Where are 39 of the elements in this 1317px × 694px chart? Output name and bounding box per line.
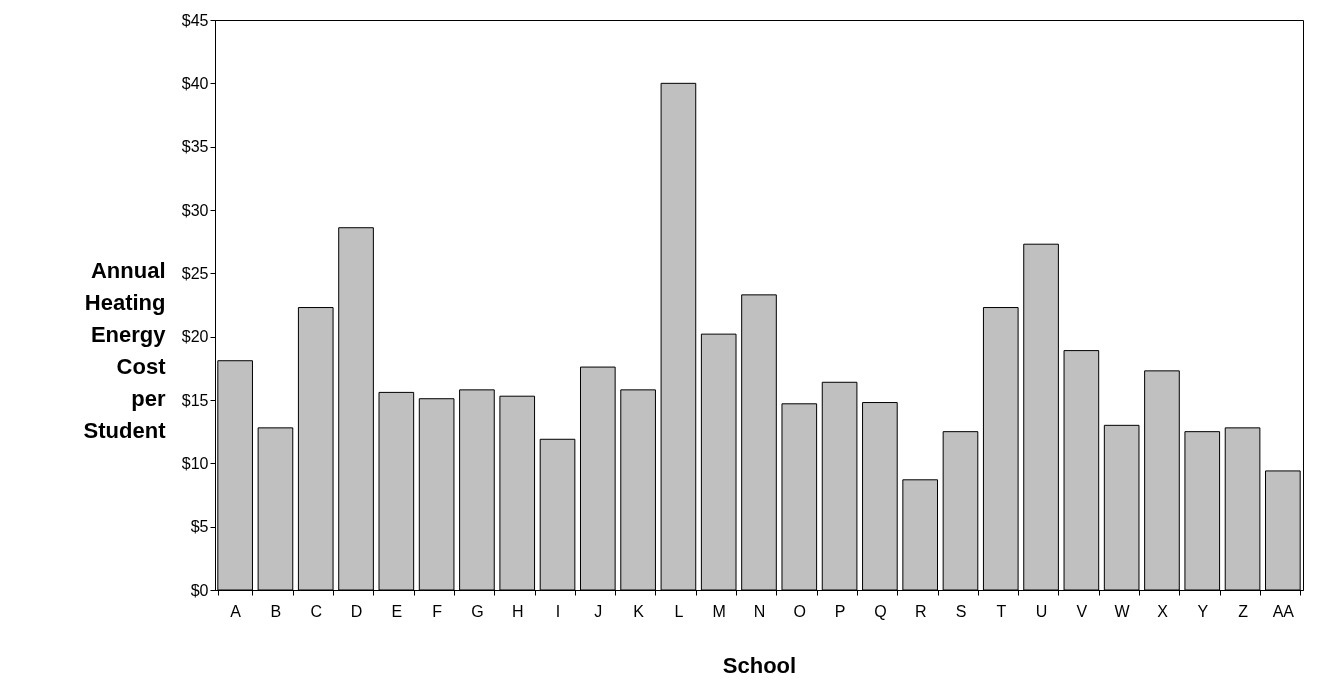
y-tick-label: $40 — [181, 74, 209, 92]
x-tick-label: E — [391, 602, 403, 620]
y-tick-label: $15 — [181, 391, 209, 409]
x-tick-label: D — [350, 602, 363, 620]
y-tick-label: $25 — [181, 264, 209, 282]
x-tick-label: P — [834, 602, 846, 620]
y-tick-label: $20 — [181, 328, 209, 346]
y-tick-label: $35 — [181, 138, 209, 156]
x-tick-label: F — [432, 602, 443, 620]
x-tick-label: AA — [1272, 602, 1295, 620]
x-tick-label: S — [955, 602, 967, 620]
x-tick-label: O — [793, 602, 807, 620]
x-tick-label: I — [555, 602, 561, 620]
y-tick-label: $30 — [181, 201, 209, 219]
x-tick-label: U — [1035, 602, 1048, 620]
x-tick-label: J — [594, 602, 603, 620]
y-tick-label: $0 — [190, 581, 209, 599]
x-tick-label: M — [712, 602, 726, 620]
x-tick-label: W — [1114, 602, 1131, 620]
x-tick-label: L — [674, 602, 684, 620]
x-tick-label: V — [1076, 602, 1088, 620]
x-tick-label: Y — [1197, 602, 1209, 620]
y-tick-label: $5 — [190, 518, 209, 536]
x-tick-label: K — [633, 602, 645, 620]
y-axis-title: Annual Heating Energy Cost per Student — [83, 257, 167, 443]
y-tick-label: $10 — [181, 454, 209, 472]
x-tick-label: X — [1157, 602, 1169, 620]
y-tick-label: $45 — [181, 11, 209, 29]
x-tick-label: B — [270, 602, 282, 620]
x-tick-label: C — [310, 602, 323, 620]
x-tick-label: T — [996, 602, 1007, 620]
x-tick-label: R — [914, 602, 927, 620]
x-tick-label: G — [471, 602, 484, 620]
x-tick-label: N — [753, 602, 766, 620]
x-tick-label: H — [511, 602, 524, 620]
x-tick-label: Z — [1238, 602, 1249, 620]
x-tick-label: A — [230, 602, 242, 620]
x-tick-label: Q — [874, 602, 887, 620]
x-axis-title: School — [722, 652, 797, 678]
